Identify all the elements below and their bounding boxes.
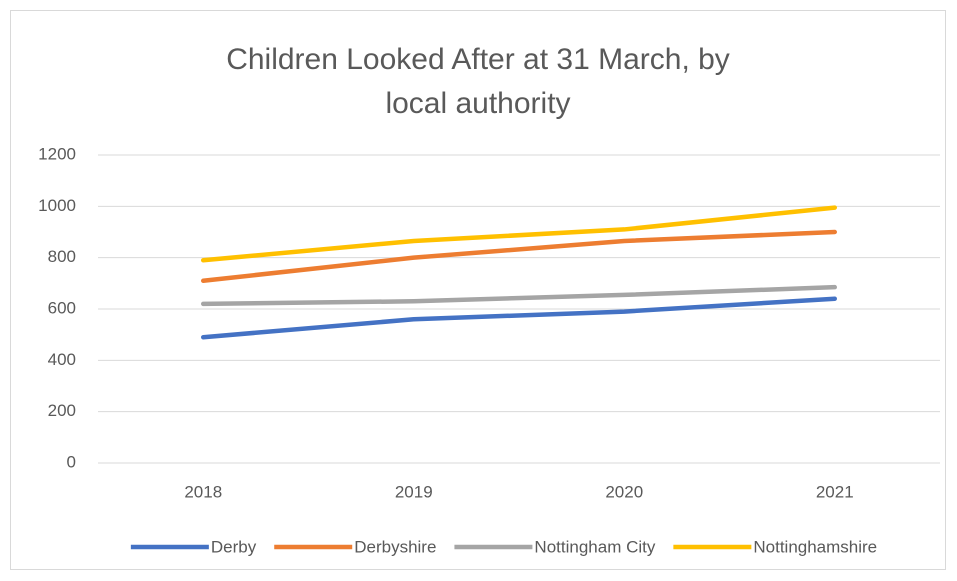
series-line <box>201 205 837 263</box>
y-tick-label: 0 <box>67 452 76 471</box>
y-tick-label: 1000 <box>38 196 76 215</box>
series-line <box>201 284 837 307</box>
legend-label: Nottinghamshire <box>753 537 877 556</box>
series-line <box>201 296 837 340</box>
series-line <box>201 229 837 284</box>
legend-label: Nottingham City <box>534 537 655 556</box>
legend-label: Derbyshire <box>354 537 436 556</box>
y-tick-label: 200 <box>48 401 76 420</box>
x-tick-label: 2018 <box>184 482 222 501</box>
y-tick-label: 400 <box>48 350 76 369</box>
y-tick-label: 1200 <box>38 144 76 163</box>
y-tick-label: 600 <box>48 298 76 317</box>
y-tick-label: 800 <box>48 247 76 266</box>
legend-label: Derby <box>211 537 257 556</box>
x-tick-label: 2019 <box>395 482 433 501</box>
chart-title: Children Looked After at 31 March, by lo… <box>226 43 730 120</box>
x-tick-label: 2021 <box>816 482 854 501</box>
x-tick-label: 2020 <box>605 482 643 501</box>
